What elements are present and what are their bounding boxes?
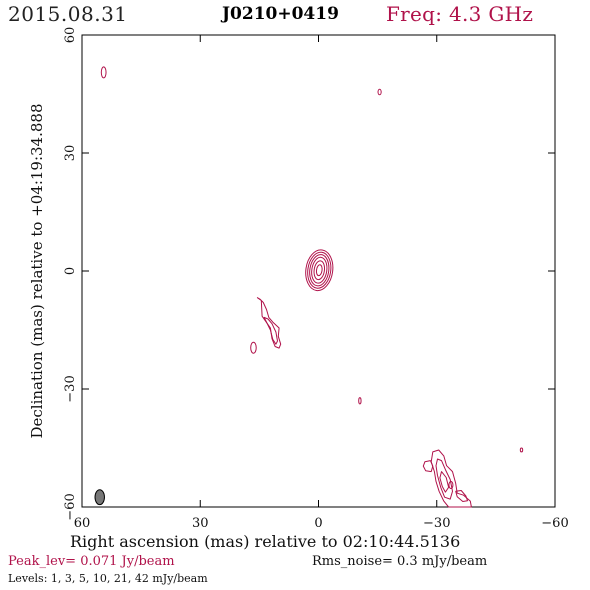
noise-top-left — [100, 66, 107, 79]
source-name: J0210+0419 — [222, 4, 339, 24]
beam-ellipse — [94, 489, 105, 506]
axis-ticks — [81, 34, 556, 508]
y-axis-label: Declination (mas) relative to +04:19:34.… — [28, 103, 46, 438]
contour-layer — [100, 66, 524, 508]
jet-contour — [256, 297, 282, 349]
noise-far-right — [519, 447, 524, 453]
extended-contour — [430, 449, 472, 508]
y-tick-label: −30 — [63, 375, 78, 402]
plot-frame — [81, 34, 556, 508]
x-tick-label: 0 — [314, 516, 322, 531]
core-contour — [305, 249, 334, 292]
y-tick-label: 0 — [63, 267, 78, 275]
y-tick-label: −60 — [63, 493, 78, 520]
contour-levels: Levels: 1, 3, 5, 10, 21, 42 mJy/beam — [8, 572, 208, 585]
noise-center-right — [358, 397, 362, 405]
x-tick-label: 30 — [192, 516, 209, 531]
core-contour — [315, 264, 323, 277]
extended-contour — [448, 480, 454, 490]
frequency-label: Freq: 4.3 GHz — [386, 2, 534, 26]
core-contour — [309, 254, 330, 287]
peak-level: Peak_lev= 0.071 Jy/beam — [8, 554, 175, 569]
extended-contour — [422, 460, 434, 473]
observation-date: 2015.08.31 — [8, 2, 128, 26]
core-contour — [311, 256, 328, 284]
core-contour — [313, 260, 326, 281]
x-tick-label: −60 — [541, 516, 568, 531]
x-tick-label: −30 — [423, 516, 450, 531]
jet-small-contour — [250, 341, 257, 354]
x-tick-label: 60 — [74, 516, 91, 531]
extended-contour — [455, 490, 468, 502]
y-tick-label: 60 — [63, 27, 78, 44]
noise-top-right — [377, 88, 382, 96]
beam-ellipse-shape — [94, 489, 105, 506]
y-tick-label: 30 — [63, 145, 78, 162]
extended-contour — [435, 458, 453, 500]
core-contour — [307, 251, 332, 289]
jet-contour — [263, 316, 278, 345]
rms-noise: Rms_noise= 0.3 mJy/beam — [312, 554, 488, 569]
x-axis-label: Right ascension (mas) relative to 02:10:… — [70, 532, 461, 551]
extended-contour — [439, 471, 450, 493]
